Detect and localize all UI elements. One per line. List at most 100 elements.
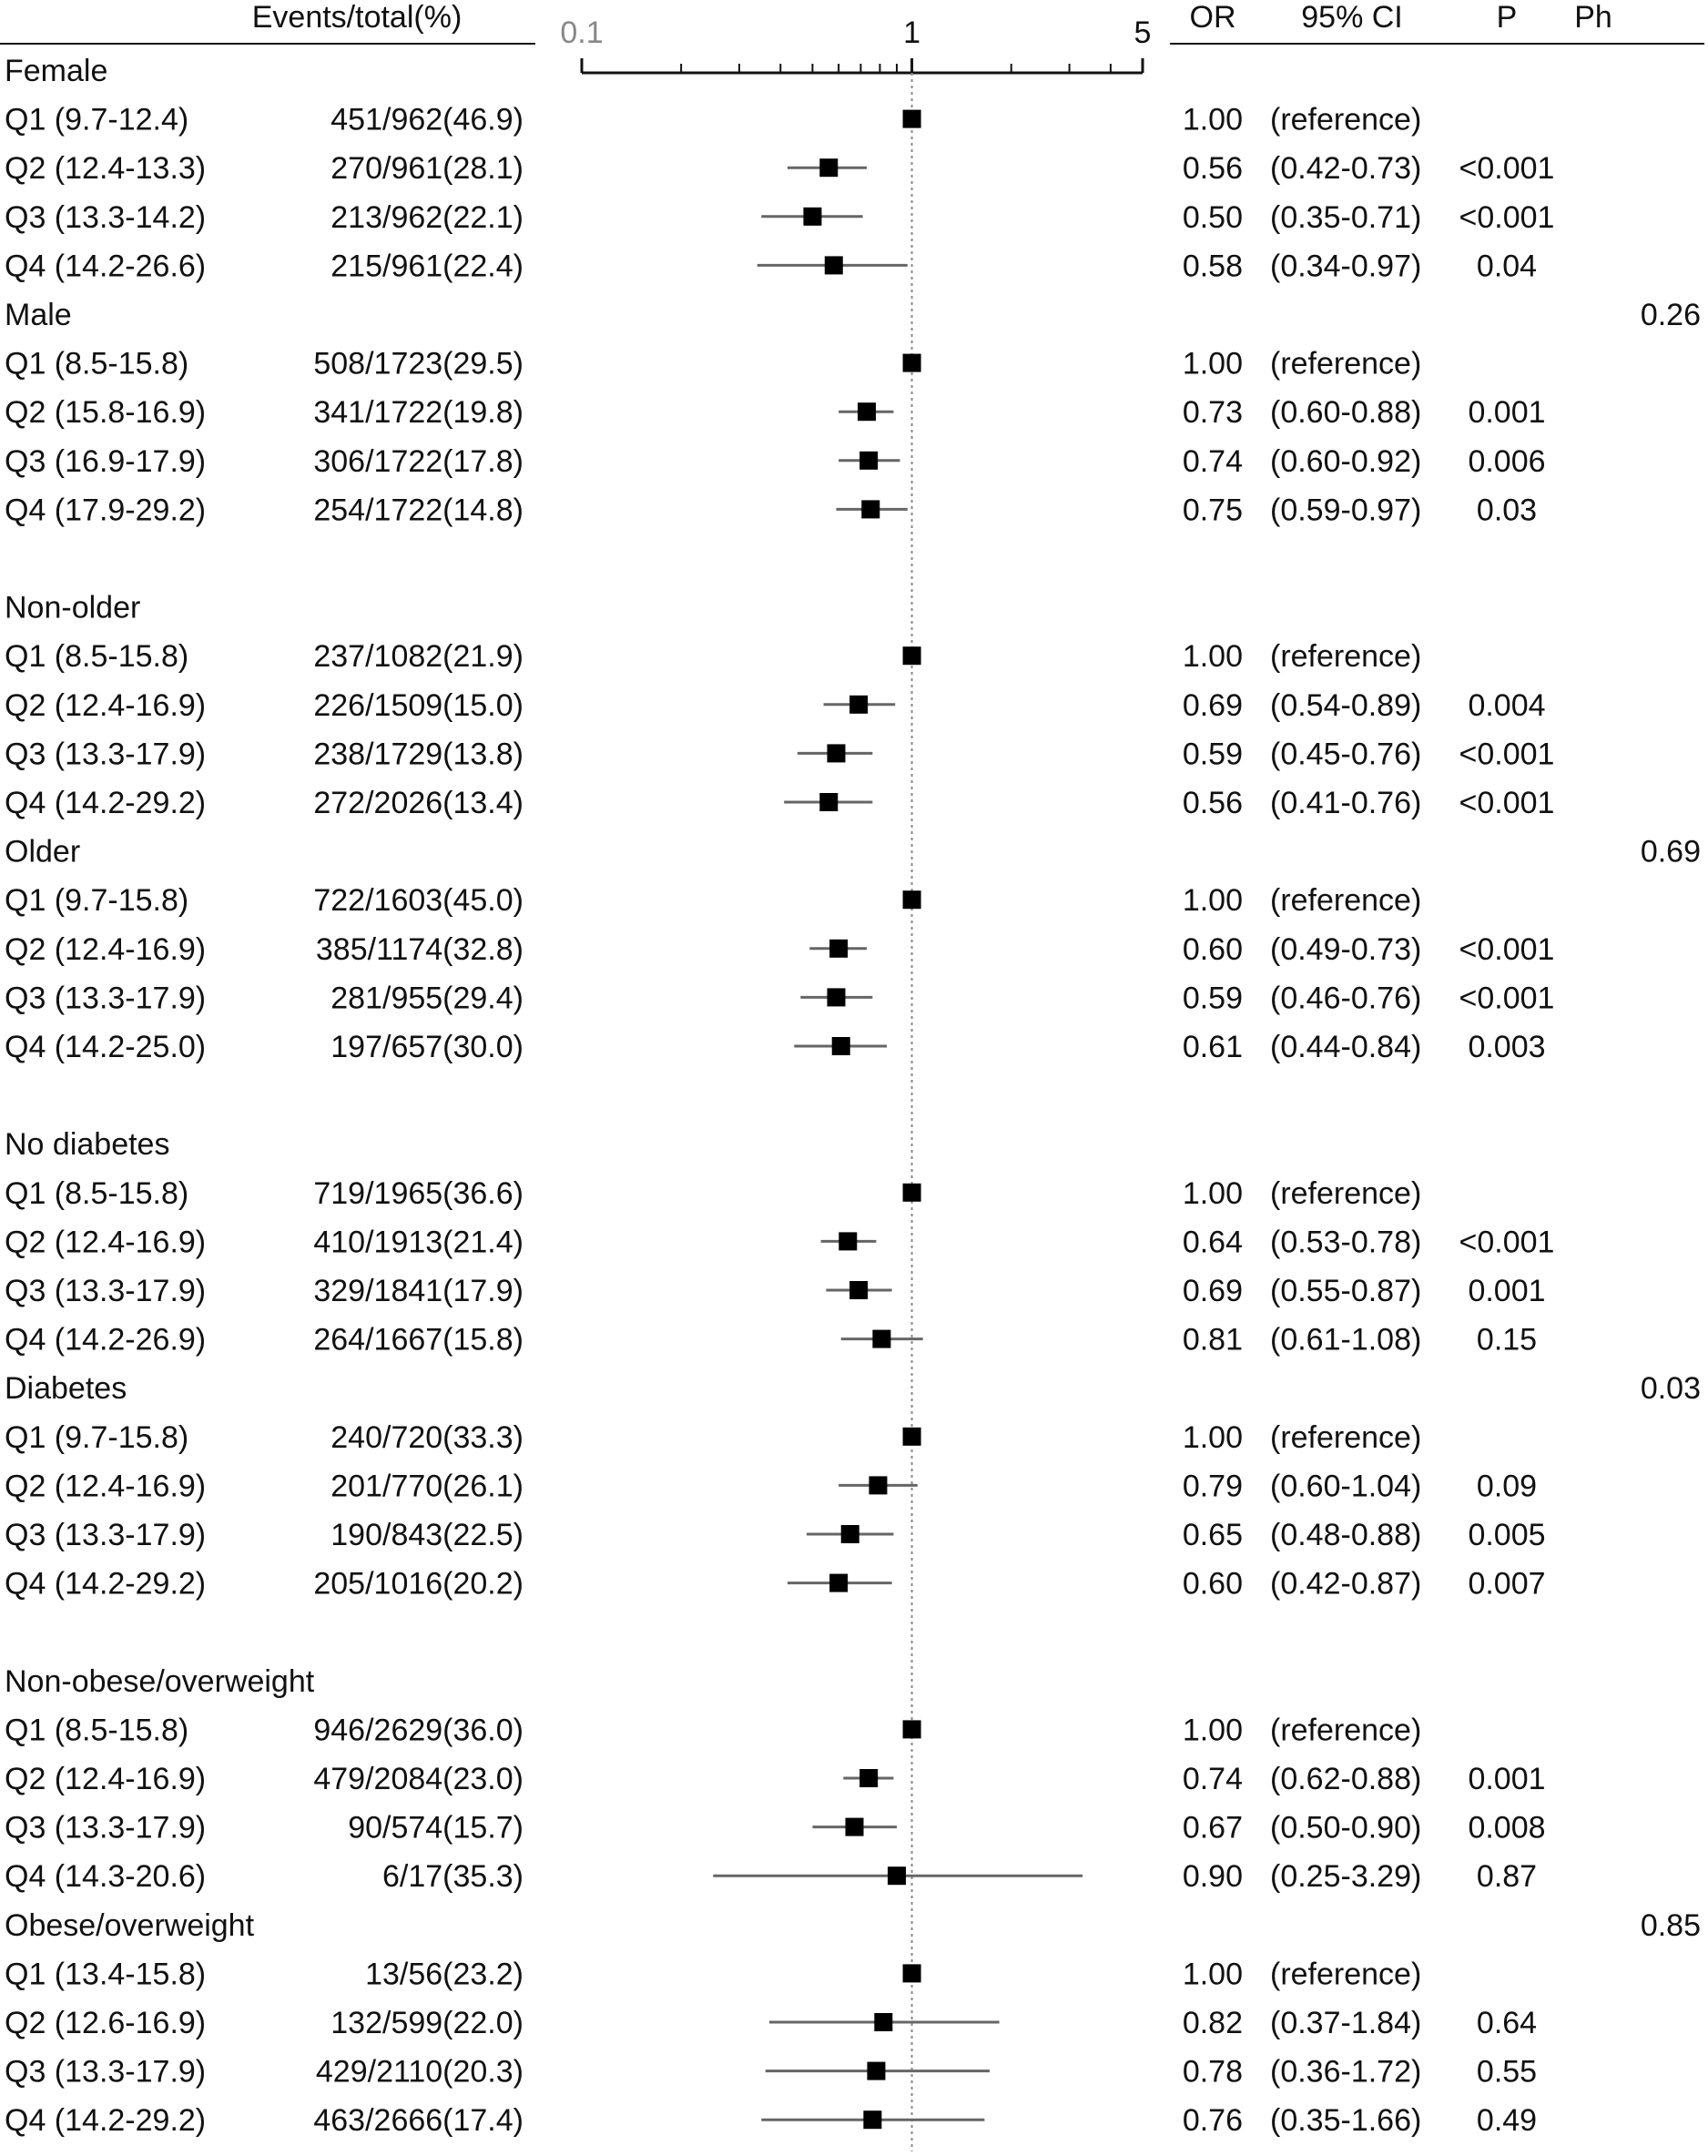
events-total: 385/1174(32.8) (316, 932, 524, 967)
row-label: Q3 (13.3-14.2) (5, 200, 206, 235)
or-point (872, 1329, 891, 1348)
or-value: 0.69 (1183, 1274, 1243, 1308)
or-value: 0.56 (1183, 786, 1243, 820)
or-point (863, 2110, 882, 2130)
row-label: Q3 (13.3-17.9) (5, 737, 206, 771)
p-value: 0.04 (1477, 249, 1537, 283)
ci-value: (0.41-0.76) (1270, 786, 1421, 820)
p-value: 0.006 (1468, 444, 1545, 479)
or-value: 0.60 (1183, 1567, 1243, 1602)
or-value: 0.65 (1183, 1518, 1243, 1552)
row-label: Q4 (14.3-20.6) (5, 1859, 206, 1894)
row-label: Q1 (9.7-15.8) (5, 883, 188, 918)
row-label: Q4 (17.9-29.2) (5, 493, 206, 527)
or-point (902, 646, 921, 666)
ph-value: 0.26 (1641, 298, 1701, 332)
or-point (849, 695, 869, 714)
row-label: Q1 (9.7-12.4) (5, 103, 188, 137)
p-value: 0.55 (1477, 2055, 1537, 2090)
row-label: Q3 (16.9-17.9) (5, 444, 206, 479)
or-value: 0.61 (1183, 1030, 1243, 1064)
or-point (839, 1232, 858, 1251)
ci-value: (0.53-0.78) (1270, 1225, 1421, 1259)
p-value: <0.001 (1459, 932, 1555, 967)
ci-value: (0.42-0.87) (1270, 1567, 1421, 1602)
events-total: 451/962(46.9) (330, 103, 524, 137)
ci-value: (0.36-1.72) (1270, 2055, 1421, 2090)
p-value: <0.001 (1459, 151, 1555, 186)
row-label: Q4 (14.2-29.2) (5, 786, 206, 820)
ci-value: (0.35-0.71) (1270, 200, 1421, 235)
row-label: Q1 (13.4-15.8) (5, 1957, 206, 1991)
ci-value: (0.55-0.87) (1270, 1274, 1421, 1308)
forest-rows: Female Q1 (9.7-12.4) 451/962(46.9) 1.00 (ref… (5, 54, 1701, 2138)
events-total: 429/2110(20.3) (316, 2055, 524, 2090)
row-label: Q4 (14.2-29.2) (5, 1567, 206, 1602)
ci-value: (0.54-0.89) (1270, 688, 1421, 723)
ci-value: (0.60-0.88) (1270, 395, 1421, 430)
events-total: 264/1667(15.8) (313, 1323, 524, 1358)
p-value: 0.001 (1468, 1762, 1545, 1796)
or-value: 0.59 (1183, 981, 1243, 1015)
or-point (869, 1476, 888, 1495)
x-tick-label: 1 (903, 15, 920, 50)
ci-value: (0.25-3.29) (1270, 1859, 1421, 1894)
or-point (861, 500, 880, 519)
or-point (829, 939, 849, 958)
header-or: OR (1190, 0, 1236, 35)
or-value: 0.56 (1183, 151, 1243, 186)
p-value: 0.004 (1468, 688, 1545, 723)
row-label: Q2 (12.4-16.9) (5, 1225, 206, 1259)
ci-value: (reference) (1270, 1420, 1421, 1455)
events-total: 306/1722(17.8) (313, 444, 524, 479)
or-value: 1.00 (1183, 639, 1243, 674)
ci-value: (0.62-0.88) (1270, 1762, 1421, 1796)
events-total: 281/955(29.4) (330, 981, 524, 1015)
events-total: 719/1965(36.6) (313, 1176, 524, 1211)
or-value: 0.76 (1183, 2103, 1243, 2138)
header-ph: Ph (1574, 0, 1612, 35)
p-value: 0.001 (1468, 1274, 1545, 1308)
ci-value: (0.61-1.08) (1270, 1323, 1421, 1358)
p-value: 0.09 (1477, 1469, 1537, 1503)
or-point (902, 1427, 921, 1446)
ci-value: (0.60-1.04) (1270, 1469, 1421, 1503)
or-point (859, 451, 879, 470)
or-point (902, 1183, 921, 1202)
or-value: 0.64 (1183, 1225, 1243, 1259)
group-label: No diabetes (5, 1127, 169, 1162)
events-total: 205/1016(20.2) (313, 1567, 524, 1602)
or-value: 1.00 (1183, 347, 1243, 381)
p-value: <0.001 (1459, 786, 1555, 820)
or-point (827, 744, 846, 763)
or-point (902, 890, 921, 910)
ci-value: (0.44-0.84) (1270, 1030, 1421, 1064)
group-label: Female (5, 54, 107, 88)
or-point (840, 1525, 859, 1543)
group-label: Older (5, 835, 80, 870)
group-label: Non-obese/overweight (5, 1664, 315, 1699)
row-label: Q2 (12.4-16.9) (5, 688, 206, 723)
events-total: 13/56(23.2) (365, 1957, 524, 1991)
p-value: 0.007 (1468, 1567, 1545, 1602)
row-label: Q1 (8.5-15.8) (5, 1713, 188, 1747)
p-value: <0.001 (1459, 981, 1555, 1015)
ci-value: (0.37-1.84) (1270, 2006, 1421, 2040)
p-value: 0.15 (1477, 1323, 1537, 1358)
ci-value: (0.45-0.76) (1270, 737, 1421, 771)
ci-value: (reference) (1270, 347, 1421, 381)
row-label: Q1 (8.5-15.8) (5, 1176, 188, 1211)
p-value: 0.008 (1468, 1811, 1545, 1846)
ci-value: (0.49-0.73) (1270, 932, 1421, 967)
events-total: 215/961(22.4) (330, 249, 524, 283)
events-total: 132/599(22.0) (330, 2006, 524, 2040)
ci-value: (0.59-0.97) (1270, 493, 1421, 527)
or-value: 0.73 (1183, 395, 1243, 430)
group-label: Obese/overweight (5, 1908, 255, 1943)
events-total: 946/2629(36.0) (313, 1713, 524, 1747)
events-total: 479/2084(23.0) (313, 1762, 524, 1796)
or-value: 1.00 (1183, 1176, 1243, 1211)
or-value: 1.00 (1183, 1713, 1243, 1747)
or-value: 1.00 (1183, 1420, 1243, 1455)
